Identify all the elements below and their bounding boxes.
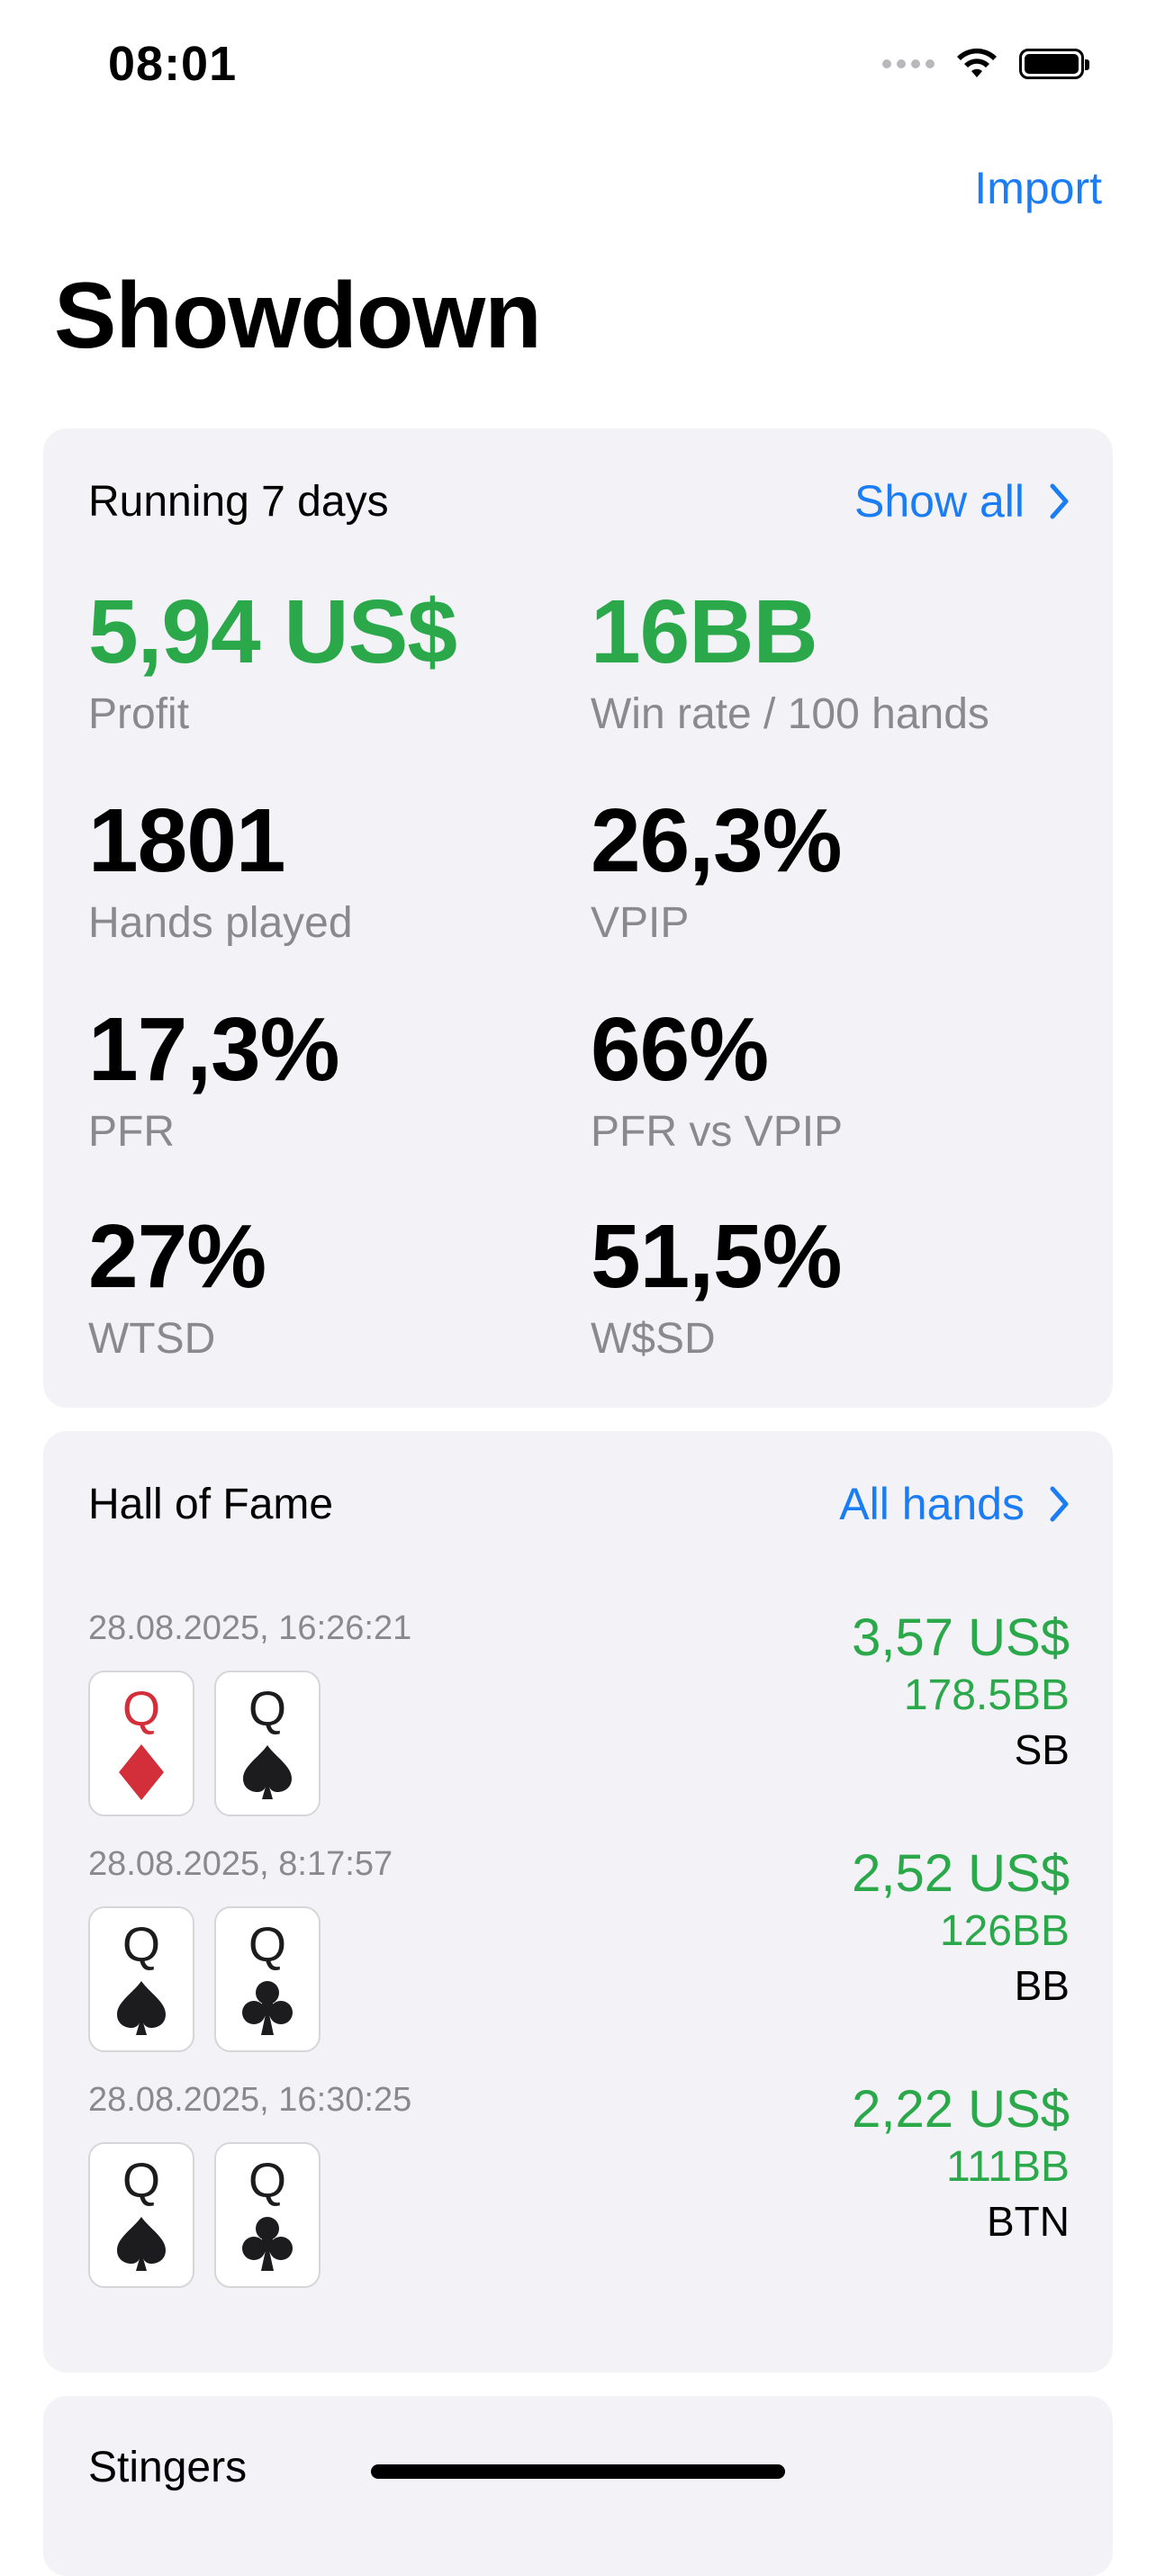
stat-hands-played: 1801 Hands played xyxy=(88,796,353,948)
stat-win-rate: 16BB Win rate / 100 hands xyxy=(591,587,989,739)
hall-of-fame-title: Hall of Fame xyxy=(88,1480,334,1528)
hand-row[interactable]: 28.08.2025, 8:17:57 Q Q 2,52 US$ xyxy=(88,1844,1070,2079)
battery-icon xyxy=(1019,49,1089,79)
hand-result: 3,57 US$ 178.5BB SB xyxy=(852,1608,1070,1778)
status-icons xyxy=(882,47,1089,81)
status-bar: 08:01 xyxy=(0,0,1156,135)
stat-value: 26,3% xyxy=(591,790,843,891)
stat-value: 17,3% xyxy=(88,999,340,1100)
stat-label: Hands played xyxy=(88,899,353,947)
running-stats-title: Running 7 days xyxy=(88,477,389,526)
card-rank: Q xyxy=(122,1682,160,1736)
stingers-card: Stingers xyxy=(43,2396,1113,2576)
show-all-label: Show all xyxy=(854,476,1025,527)
card-rank: Q xyxy=(248,1682,286,1736)
hole-cards: Q Q xyxy=(88,2142,321,2288)
stat-pfr: 17,3% PFR xyxy=(88,999,340,1157)
hand-date: 28.08.2025, 16:26:21 xyxy=(88,1609,412,1647)
playing-card: Q xyxy=(214,1671,321,1816)
cellular-signal-icon xyxy=(882,59,935,68)
club-icon xyxy=(242,1981,293,2035)
hand-position: BTN xyxy=(987,2198,1070,2246)
hand-row[interactable]: 28.08.2025, 16:26:21 Q Q 3,57 US$ 178.5B… xyxy=(88,1608,1070,1843)
chevron-right-icon xyxy=(1050,483,1069,519)
stat-value: 16BB xyxy=(591,581,818,682)
hall-of-fame-header: Hall of Fame All hands xyxy=(88,1478,1070,1530)
hall-of-fame-card: Hall of Fame All hands 28.08.2025, 16:26… xyxy=(43,1431,1113,2373)
stat-value: 5,94 US$ xyxy=(88,581,457,682)
card-rank: Q xyxy=(122,2154,160,2208)
running-stats-header: Running 7 days Show all xyxy=(88,475,1070,527)
import-button[interactable]: Import xyxy=(974,163,1102,213)
stat-profit: 5,94 US$ Profit xyxy=(88,581,457,739)
stat-wsd: 51,5% W$SD xyxy=(591,1206,843,1364)
show-all-button[interactable]: Show all xyxy=(854,475,1070,527)
home-indicator[interactable] xyxy=(371,2464,785,2479)
card-rank: Q xyxy=(248,2154,286,2208)
stingers-title: Stingers xyxy=(88,2444,248,2491)
stat-label: VPIP xyxy=(591,899,690,947)
chevron-right-icon xyxy=(1050,1486,1069,1522)
hand-amount: 3,57 US$ xyxy=(852,1608,1070,1667)
stat-label: Win rate / 100 hands xyxy=(591,690,989,738)
hand-date: 28.08.2025, 8:17:57 xyxy=(88,1845,393,1883)
hand-bb: 126BB xyxy=(939,1906,1070,1955)
hand-amount: 2,52 US$ xyxy=(852,1844,1070,1903)
running-stats-card: Running 7 days Show all 5,94 US$ Profit … xyxy=(43,428,1113,1408)
hand-row[interactable]: 28.08.2025, 16:30:25 Q Q 2,22 US$ xyxy=(88,2080,1070,2315)
stat-value: 1801 xyxy=(88,790,285,891)
stat-wtsd: 27% WTSD xyxy=(88,1211,266,1364)
stat-label: PFR vs VPIP xyxy=(591,1108,844,1156)
hand-position: BB xyxy=(1014,1962,1070,2010)
hand-result: 2,52 US$ 126BB BB xyxy=(852,1844,1070,2013)
spade-icon xyxy=(117,2217,166,2271)
stat-pfr-vs-vpip: 66% PFR vs VPIP xyxy=(591,1004,843,1157)
playing-card: Q xyxy=(88,2142,194,2288)
hole-cards: Q Q xyxy=(88,1906,321,2052)
playing-card: Q xyxy=(214,1906,321,2052)
hand-amount: 2,22 US$ xyxy=(852,2080,1070,2139)
diamond-icon xyxy=(119,1744,164,1800)
stat-label: W$SD xyxy=(591,1315,716,1363)
stat-vpip: 26,3% VPIP xyxy=(591,790,843,948)
card-rank: Q xyxy=(122,1918,160,1972)
playing-card: Q xyxy=(214,2142,321,2288)
status-time: 08:01 xyxy=(108,37,238,91)
stat-value: 51,5% xyxy=(591,1206,843,1307)
stat-value: 27% xyxy=(88,1206,266,1307)
stingers-header: Stingers xyxy=(88,2443,1070,2492)
stat-label: WTSD xyxy=(88,1315,216,1363)
all-hands-label: All hands xyxy=(839,1479,1025,1529)
hole-cards: Q Q xyxy=(88,1671,321,1816)
club-icon xyxy=(242,2217,293,2271)
all-hands-button[interactable]: All hands xyxy=(839,1478,1070,1530)
hand-position: SB xyxy=(1014,1726,1070,1774)
stat-label: Profit xyxy=(88,690,190,738)
wifi-icon xyxy=(957,48,997,77)
card-rank: Q xyxy=(248,1918,286,1972)
hand-date: 28.08.2025, 16:30:25 xyxy=(88,2081,412,2119)
hand-bb: 111BB xyxy=(946,2142,1070,2191)
stat-label: PFR xyxy=(88,1108,175,1156)
hand-bb: 178.5BB xyxy=(903,1671,1070,1719)
spade-icon xyxy=(117,1981,166,2035)
playing-card: Q xyxy=(88,1906,194,2052)
playing-card: Q xyxy=(88,1671,194,1816)
hand-result: 2,22 US$ 111BB BTN xyxy=(852,2080,1070,2249)
stat-value: 66% xyxy=(591,999,769,1100)
spade-icon xyxy=(243,1745,292,1799)
page-title: Showdown xyxy=(54,264,542,368)
